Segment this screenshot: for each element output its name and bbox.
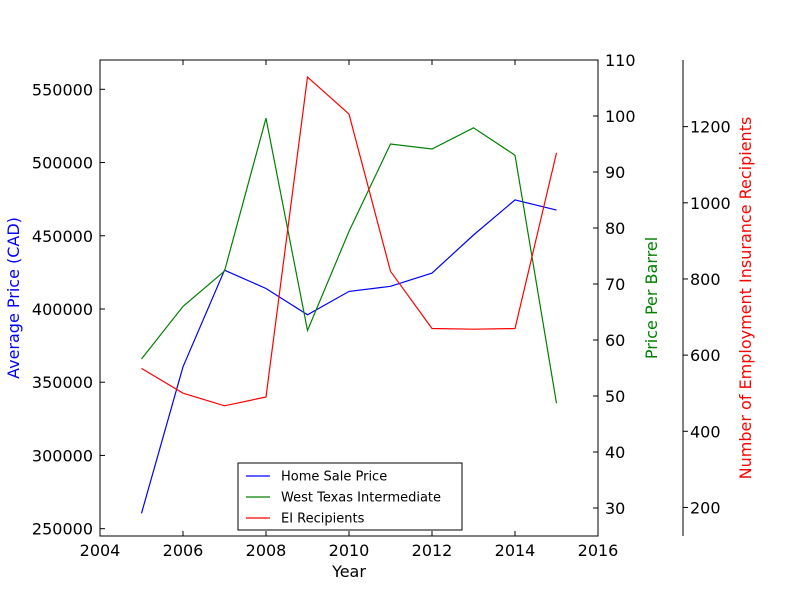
x-tick-label: 2006 <box>163 541 204 560</box>
legend-entry-label: EI Recipients <box>281 512 365 527</box>
left-tick-label: 550000 <box>32 80 93 99</box>
left-tick-label: 300000 <box>32 446 93 465</box>
outer-tick-label: 1000 <box>690 194 731 213</box>
left-tick-label: 250000 <box>32 520 93 539</box>
left-tick-label: 450000 <box>32 227 93 246</box>
right-tick-label: 40 <box>605 443 625 462</box>
x-tick-label: 2008 <box>246 541 287 560</box>
series-layer <box>140 75 558 514</box>
left-tick-label: 350000 <box>32 373 93 392</box>
series-line-home-sale-price <box>140 199 557 514</box>
right-tick-label: 30 <box>605 499 625 518</box>
right-tick-label: 110 <box>605 51 636 70</box>
right-tick-label: 100 <box>605 107 636 126</box>
right-axis-label: Price Per Barrel <box>642 237 661 359</box>
left-tick-label: 500000 <box>32 154 93 173</box>
right-tick-label: 90 <box>605 163 625 182</box>
axes-layer: 2004 2006 2008 2010 2012 2014 2016 Year 250000 30… <box>4 51 755 581</box>
outer-tick-label: 1200 <box>690 118 731 137</box>
series-line-west-texas-intermediate <box>141 118 558 404</box>
outer-axis-label: Number of Employment Insurance Recipient… <box>736 117 755 480</box>
legend-entry-label: Home Sale Price <box>281 470 387 485</box>
x-tick-label: 2010 <box>329 541 370 560</box>
right-tick-label: 80 <box>605 219 625 238</box>
x-tick-label: 2016 <box>578 541 619 560</box>
series-line-ei-recipients <box>141 75 558 407</box>
x-tick-label: 2014 <box>495 541 536 560</box>
outer-tick-label: 400 <box>690 422 721 441</box>
right-tick-label: 60 <box>605 331 625 350</box>
x-tick-label: 2004 <box>80 541 121 560</box>
outer-tick-label: 800 <box>690 270 721 289</box>
outer-tick-label: 200 <box>690 498 721 517</box>
left-axis-label: Average Price (CAD) <box>4 217 23 379</box>
legend-entry-label: West Texas Intermediate <box>281 491 441 506</box>
outer-tick-label: 600 <box>690 346 721 365</box>
right-tick-label: 50 <box>605 387 625 406</box>
right-tick-label: 70 <box>605 275 625 294</box>
legend: Home Sale Price West Texas Intermediate EI… <box>237 462 463 531</box>
x-axis-label: Year <box>331 562 366 581</box>
left-tick-label: 400000 <box>32 300 93 319</box>
legend-box <box>237 462 463 531</box>
x-tick-label: 2012 <box>412 541 453 560</box>
